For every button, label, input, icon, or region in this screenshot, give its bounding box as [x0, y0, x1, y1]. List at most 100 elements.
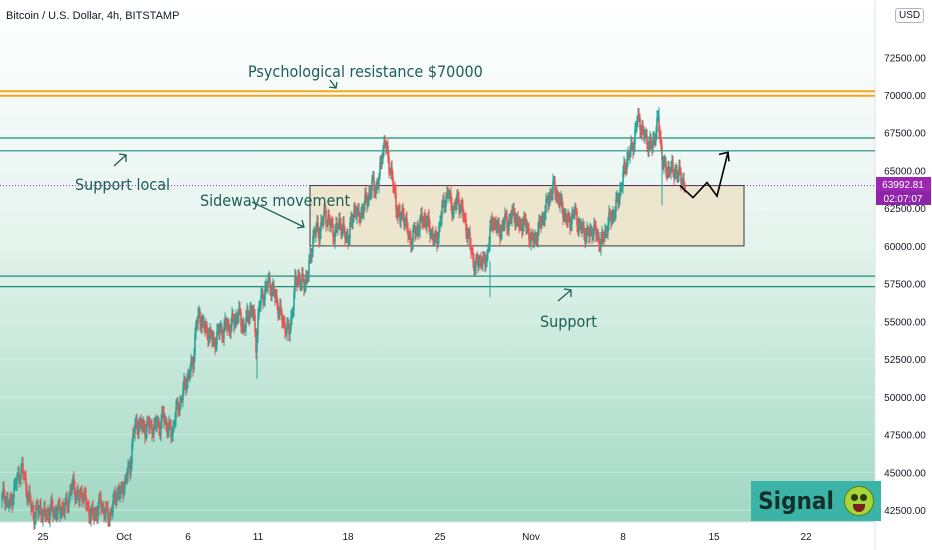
candle-body — [213, 337, 215, 341]
candle-body — [425, 220, 427, 227]
candle-body — [371, 179, 373, 192]
candle-body — [341, 229, 343, 234]
candle-body — [467, 232, 469, 239]
candle-body — [219, 328, 221, 334]
candle-body — [318, 231, 320, 241]
candle-body — [7, 499, 9, 505]
candle-body — [607, 223, 609, 234]
candle-body — [83, 492, 85, 501]
candle-body — [626, 159, 628, 170]
candle-body — [628, 153, 630, 157]
ticker-title[interactable]: Bitcoin / U.S. Dollar, 4h, BITSTAMP — [6, 10, 180, 22]
candle-body — [617, 196, 619, 203]
candle-body — [292, 310, 294, 315]
time-axis: 25 Oct 6 11 18 25 Nov 8 15 22 — [37, 532, 812, 543]
candle-body — [203, 319, 205, 329]
candle-body — [573, 212, 575, 214]
candle-body — [176, 402, 178, 407]
currency-button[interactable]: USD — [895, 8, 925, 23]
candle-body — [451, 204, 453, 216]
candle-body — [133, 432, 135, 434]
candle-body — [633, 144, 635, 152]
candle-body — [151, 424, 153, 434]
candle-body — [630, 142, 632, 152]
candle-body — [10, 498, 12, 501]
candle-body — [663, 162, 665, 167]
candle-body — [29, 491, 31, 502]
candle-body — [244, 328, 246, 330]
candle-body — [71, 485, 73, 493]
candle-body — [45, 515, 47, 517]
candle-body — [564, 213, 566, 216]
candle-body — [406, 218, 408, 229]
candle-body — [323, 210, 325, 220]
candle-body — [327, 216, 329, 224]
price-scale-background[interactable] — [875, 0, 932, 550]
candle-body — [677, 174, 679, 178]
candle-body — [398, 209, 400, 212]
candle-body — [12, 497, 14, 506]
price-tick-label: 62500.00 — [884, 204, 926, 215]
current-price-badge — [876, 177, 931, 191]
candle-body — [596, 235, 598, 237]
candle-body — [508, 219, 510, 230]
candle-body — [223, 326, 225, 340]
candle-body — [121, 486, 123, 489]
candle-body — [279, 305, 281, 313]
candle-body — [345, 236, 347, 239]
candle-body — [649, 138, 651, 144]
candle-body — [103, 507, 105, 516]
candle-body — [95, 511, 97, 514]
candle-body — [87, 504, 89, 507]
candle-body — [498, 222, 500, 232]
candle-body — [487, 249, 489, 254]
candle-body — [387, 146, 389, 158]
candle-body — [588, 232, 590, 237]
candle-body — [51, 500, 53, 506]
candle-body — [314, 233, 316, 235]
candle-body — [528, 228, 530, 241]
candle-body — [319, 231, 321, 241]
candle-body — [519, 222, 521, 226]
candle-body — [27, 495, 29, 500]
candle-body — [101, 506, 103, 509]
candle-body — [471, 251, 473, 253]
candle-body — [106, 505, 108, 509]
candle-body — [163, 413, 165, 422]
candle-body — [597, 235, 599, 237]
candle-body — [171, 435, 173, 437]
candle-body — [147, 420, 149, 423]
resistance-arrow-icon — [328, 79, 338, 89]
candle-body — [59, 505, 61, 515]
candle-body — [604, 230, 606, 239]
candle-body — [112, 499, 114, 513]
candle-body — [676, 170, 678, 178]
candle-body — [365, 194, 367, 199]
price-tick-label: 42500.00 — [884, 506, 926, 517]
candle-body — [94, 511, 96, 518]
candle-body — [286, 324, 288, 334]
candle-body — [449, 193, 451, 195]
candle-body — [582, 225, 584, 229]
candle-body — [332, 224, 334, 237]
candle-body — [312, 236, 314, 252]
candle-body — [48, 514, 50, 521]
candle-body — [473, 260, 475, 272]
candle-body — [429, 226, 431, 236]
candle-body — [257, 315, 259, 336]
candle-body — [310, 253, 312, 257]
candle-body — [606, 230, 608, 234]
time-scale-background[interactable] — [0, 522, 875, 550]
candle-body — [58, 503, 60, 506]
candle-body — [277, 303, 279, 315]
candle-body — [311, 251, 313, 257]
price-tick-label: 60000.00 — [884, 242, 926, 253]
candle-body — [44, 507, 46, 516]
candle-body — [278, 312, 280, 315]
time-tick-label: 25 — [434, 532, 446, 543]
candle-body — [222, 335, 224, 340]
candle-body — [674, 171, 676, 178]
candle-body — [143, 422, 145, 428]
candle-body — [190, 360, 192, 372]
time-tick-label: 25 — [37, 532, 49, 543]
